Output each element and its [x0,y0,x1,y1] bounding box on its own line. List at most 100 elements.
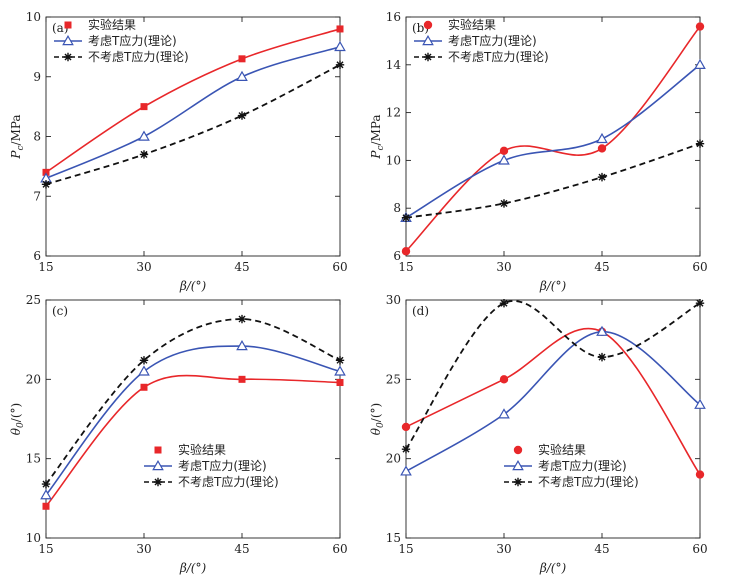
y-axis-label-main: P [9,150,23,160]
x-tick-label: 15 [38,542,53,556]
series-line-1 [405,330,701,473]
panel-tag: (c) [52,304,68,318]
series-line-2 [405,142,701,219]
legend-label-1: 考虑T应力(理论) [178,458,267,473]
data-point-0 [336,379,344,387]
x-tick-label: 15 [38,260,53,274]
data-point-1 [40,489,52,500]
y-tick-label: 12 [386,106,401,120]
data-point-2 [139,150,149,159]
y-tick-label: 9 [33,70,41,84]
data-point-0 [238,55,246,63]
legend-marker-0 [513,445,523,455]
y-tick-label: 25 [386,372,401,386]
y-axis-label-main: θ [9,427,23,435]
data-point-1 [694,58,706,70]
x-axis-label: β/(°) [539,561,567,575]
y-axis-label-sub: 0 [16,422,26,428]
data-point-1 [334,365,346,376]
series-line-0 [405,26,701,252]
series-line-0 [45,28,341,174]
y-tick-label: 6 [393,249,401,263]
legend-marker-2 [63,52,73,62]
y-axis-label: θ0/(°) [9,403,26,435]
legend-marker-1 [512,459,524,471]
x-tick-label: 45 [594,260,609,274]
legend-label-1: 考虑T应力(理论) [88,33,177,48]
plot-frame [405,299,701,539]
panel-0: 15 30 45 60 6 7 8 9 10 (a) β/(°) Pc/MPa 实验结果考虑T应力(理论… [9,10,348,293]
y-axis-label-main: θ [369,427,383,435]
data-point-0 [695,22,705,31]
y-axis-label-sub: c [376,145,386,150]
plot-frame [45,299,341,539]
data-point-0 [695,470,705,479]
y-axis-label: Pc/MPa [369,114,386,159]
legend-label-1: 考虑T应力(理论) [448,33,537,48]
x-tick-label: 45 [594,542,609,556]
y-tick-label: 15 [26,452,41,466]
plot-frame [405,16,701,257]
x-tick-label: 30 [496,260,511,274]
data-point-1 [400,465,412,476]
data-point-0 [140,103,148,111]
data-point-0 [597,144,607,153]
y-axis-label-main: P [369,150,383,160]
y-tick-label: 10 [386,153,401,167]
y-tick-label: 20 [26,372,41,386]
data-point-2 [237,314,247,324]
y-axis-label: Pc/MPa [9,114,26,159]
data-point-0 [140,383,148,391]
data-point-2 [597,172,607,182]
x-tick-label: 45 [234,260,249,274]
legend-label-2: 不考虑T应力(理论) [178,474,279,489]
x-tick-label: 60 [692,260,707,274]
x-axis-label: β/(°) [539,279,567,293]
legend-label-2: 不考虑T应力(理论) [88,49,189,64]
data-point-2 [401,213,411,222]
legend-label-0: 实验结果 [538,442,586,457]
y-tick-label: 15 [386,531,401,545]
x-axis-label: β/(°) [179,561,207,575]
y-tick-label: 8 [393,201,401,215]
series-line-2 [405,300,701,450]
y-tick-label: 30 [386,293,401,307]
panel-tag: (a) [52,21,69,35]
panel-tag: (d) [412,304,429,318]
series-line-1 [45,46,341,180]
y-axis-label-unit: /(°) [9,403,23,422]
y-tick-label: 10 [26,531,41,545]
panel-3: 15 30 45 60 15 20 25 30 (d) β/(°) θ0/(°) 实验结果考虑T应力(… [369,293,708,575]
y-tick-label: 6 [33,249,41,263]
legend-label-0: 实验结果 [448,17,496,32]
legend-label-1: 考虑T应力(理论) [538,458,627,473]
data-point-2 [335,60,345,69]
data-point-0 [336,25,344,33]
legend-label-0: 实验结果 [88,17,136,32]
x-tick-label: 60 [692,542,707,556]
y-axis-label-sub: c [16,145,26,150]
legend-marker-1 [62,34,74,46]
legend-marker-0 [64,21,72,29]
data-point-0 [499,375,509,384]
y-tick-label: 7 [33,189,41,203]
data-point-2 [401,444,411,454]
legend-label-2: 不考虑T应力(理论) [538,474,639,489]
legend-marker-1 [422,34,434,46]
data-point-2 [41,479,51,489]
x-tick-label: 30 [136,542,151,556]
data-point-2 [499,298,509,308]
data-point-1 [236,340,248,351]
data-point-1 [236,70,248,81]
y-axis-label-unit: /MPa [369,114,383,145]
x-tick-label: 15 [398,260,413,274]
series-line-2 [45,64,341,186]
series-line-0 [45,374,341,507]
y-axis-label-sub: 0 [376,422,386,428]
legend-label-0: 实验结果 [178,442,226,457]
data-point-1 [596,325,608,336]
y-tick-label: 14 [386,58,402,72]
data-point-0 [42,502,50,510]
y-axis-label-unit: /(°) [369,403,383,422]
